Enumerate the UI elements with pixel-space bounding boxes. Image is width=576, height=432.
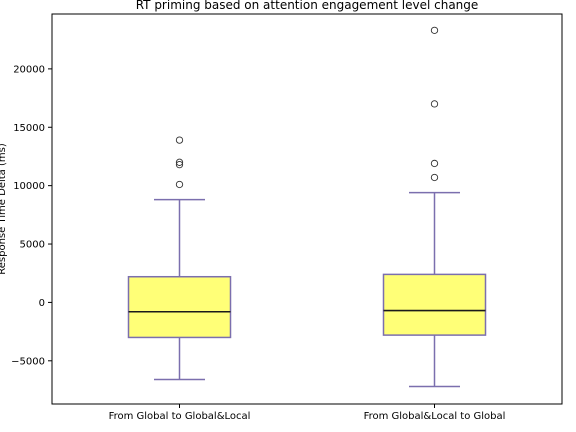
y-axis-label: Response Time Delta (ms) xyxy=(0,143,8,275)
chart-title: RT priming based on attention engagement… xyxy=(136,0,479,12)
outlier-point xyxy=(430,173,439,182)
y-tick-label: 15000 xyxy=(13,123,45,134)
outlier-point xyxy=(175,158,184,166)
outlier-point xyxy=(175,160,184,169)
y-tick-label: 5000 xyxy=(20,240,45,251)
y-tick-label: 20000 xyxy=(13,64,45,75)
outlier-point xyxy=(175,136,184,144)
y-tick-label: 10000 xyxy=(13,181,45,192)
plot-area xyxy=(127,26,487,388)
outlier-point xyxy=(430,100,439,108)
box-group xyxy=(127,136,232,381)
x-tick-label: From Global&Local to Global xyxy=(364,411,506,422)
y-axis: −5000 0 5000 10000 15000 20000 xyxy=(11,64,52,367)
x-axis: From Global to Global&Local From Global&L… xyxy=(109,404,506,422)
x-tick-label: From Global to Global&Local xyxy=(109,411,251,422)
y-tick-label: 0 xyxy=(39,298,45,309)
outlier-point xyxy=(175,180,184,189)
outlier-point xyxy=(430,159,439,168)
outlier-point xyxy=(430,26,439,34)
box-group xyxy=(382,26,487,388)
y-tick-label: −5000 xyxy=(11,356,45,367)
plot-frame xyxy=(51,13,563,405)
box xyxy=(382,273,487,336)
box xyxy=(127,275,232,339)
